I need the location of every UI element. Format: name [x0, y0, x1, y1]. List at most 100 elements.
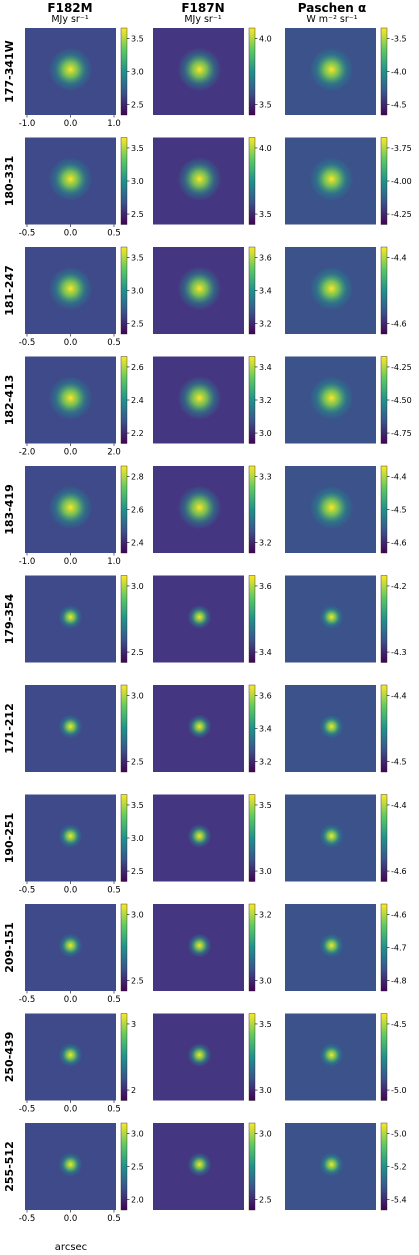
colorbar-tick-label: -4.0 — [391, 68, 407, 77]
colorbar-tick-label: 4.0 — [259, 144, 272, 153]
colorbar — [248, 465, 256, 554]
colorbar-tick-label: -4.4 — [391, 472, 407, 481]
column-unit-f187n: MJy sr⁻¹ — [184, 14, 222, 25]
colorbar-tick-label: 2.5 — [131, 210, 144, 219]
x-tick-label: -0.5 — [19, 1105, 36, 1115]
row-label: 250-439 — [3, 1032, 16, 1083]
colorbar-tick-label: -4.50 — [391, 396, 412, 405]
source-emission — [48, 47, 93, 92]
colorbar-tick-label: 2.5 — [131, 648, 144, 657]
source-emission — [319, 1152, 344, 1177]
colorbar-tick-label: -4.3 — [391, 648, 407, 657]
x-tick-label: 0.5 — [107, 1214, 121, 1224]
colorbar-tick-label: 3.5 — [131, 144, 144, 153]
colorbar-tick-label: -4.5 — [391, 1020, 407, 1029]
source-emission — [177, 157, 222, 201]
colorbar-tick-label: 4.0 — [259, 34, 272, 43]
panel-grid: 177-341W 2.5 3.0 3.5 3.5 4.0 -4.0 -4.5 -3.5 -1.0 0… — [3, 27, 412, 1224]
colorbar — [120, 1013, 128, 1101]
source-emission — [319, 714, 344, 739]
colorbar-tick-label: -4.5 — [391, 758, 407, 767]
colorbar-tick-label: 3.2 — [259, 539, 272, 548]
colorbar-tick-label: 2.5 — [131, 320, 144, 329]
colorbar-tick-label: 2.5 — [131, 977, 144, 986]
panel-row: 250-439 2 3 3.0 3.5 -4.5 -5.0 -0.5 0.0 0.5 — [3, 1013, 407, 1115]
x-tick-label: 0.0 — [64, 119, 78, 129]
colorbar-tick-label: -3.75 — [391, 144, 412, 153]
x-tick-label: 0.5 — [107, 886, 121, 896]
colorbar — [248, 356, 256, 444]
column-title-f182m: F182M — [47, 1, 92, 15]
x-tick-label: 0.5 — [107, 338, 121, 348]
source-emission — [187, 1152, 212, 1177]
colorbar-tick-label: 2.6 — [131, 363, 144, 372]
x-tick-label: 0.5 — [107, 995, 121, 1005]
source-emission — [319, 933, 344, 958]
colorbar-tick-label: -4.00 — [391, 177, 412, 186]
panel-row: 255-512 2.0 2.5 3.0 2.5 3.0 -5.0 -5.2 -5.4 -0.5 0.… — [3, 1122, 407, 1224]
colorbar — [380, 465, 388, 554]
source-emission — [48, 485, 93, 530]
colorbar-tick-label: -4.6 — [391, 320, 407, 329]
colorbar-tick-label: 2.5 — [131, 758, 144, 767]
colorbar-tick-label: 2.4 — [131, 539, 144, 548]
colorbar-tick-label: 3.5 — [131, 801, 144, 810]
x-tick-label: 0.0 — [64, 557, 78, 567]
source-emission — [58, 1043, 83, 1067]
colorbar — [380, 903, 388, 992]
x-tick-label: -0.5 — [19, 229, 36, 239]
row-label: 183-419 — [3, 484, 16, 535]
colorbar-tick-label: 2.5 — [131, 1163, 144, 1172]
row-label: 177-341W — [3, 40, 16, 103]
source-emission — [58, 824, 83, 848]
colorbar-tick-label: -4.8 — [391, 977, 407, 986]
column-title-f187n: F187N — [181, 1, 224, 15]
x-tick-label: -0.5 — [19, 1214, 36, 1224]
colorbar-tick-label: 2.5 — [131, 101, 144, 110]
colorbar-tick-label: 3.4 — [259, 725, 272, 734]
colorbar-tick-label: 3.0 — [259, 1086, 272, 1095]
row-label: 255-512 — [3, 1141, 16, 1192]
colorbar-tick-label: 3.2 — [259, 320, 272, 329]
colorbar — [380, 684, 388, 773]
colorbar-tick-label: 3.0 — [131, 691, 144, 700]
colorbar — [120, 465, 128, 554]
colorbar — [120, 356, 128, 444]
colorbar-tick-label: 3.2 — [259, 396, 272, 405]
colorbar — [248, 684, 256, 773]
source-emission — [309, 266, 354, 311]
source-emission — [309, 47, 354, 92]
x-tick-label: 2.0 — [107, 448, 121, 458]
colorbar-tick-label: 3.0 — [131, 582, 144, 591]
colorbar — [120, 794, 128, 882]
x-tick-label: 0.0 — [64, 995, 78, 1005]
source-emission — [58, 714, 83, 739]
source-emission — [58, 1152, 83, 1177]
colorbar-tick-label: -4.2 — [391, 582, 407, 591]
colorbar — [248, 794, 256, 882]
x-tick-label: -1.0 — [19, 119, 36, 129]
colorbar-tick-label: -5.0 — [391, 1086, 407, 1095]
colorbar-tick-label: 3.5 — [259, 101, 272, 110]
colorbar — [380, 1122, 388, 1211]
colorbar-tick-label: -4.7 — [391, 944, 407, 953]
colorbar — [380, 246, 388, 335]
colorbar — [380, 794, 388, 882]
colorbar — [248, 1122, 256, 1211]
colorbar-tick-label: 2.4 — [131, 396, 144, 405]
colorbar-tick-label: 3.0 — [131, 1129, 144, 1138]
colorbar-tick-label: -3.5 — [391, 34, 407, 43]
colorbar-tick-label: -4.5 — [391, 506, 407, 515]
colorbar-tick-label: 3.6 — [259, 691, 272, 700]
colorbar-tick-label: 3.0 — [131, 177, 144, 186]
colorbar-tick-label: -4.25 — [391, 210, 412, 219]
colorbar-tick-label: -4.5 — [391, 101, 407, 110]
colorbar — [120, 684, 128, 773]
colorbar-tick-label: 3.4 — [259, 287, 272, 296]
colorbar-tick-label: -4.4 — [391, 801, 407, 810]
source-emission — [177, 47, 222, 92]
colorbar-tick-label: 3.5 — [131, 34, 144, 43]
colorbar — [248, 903, 256, 992]
colorbar-tick-label: -4.6 — [391, 539, 407, 548]
panel-row: 180-331 2.5 3.0 3.5 3.5 4.0 -3.75 -4.00 -4.25 -0.… — [3, 137, 412, 239]
